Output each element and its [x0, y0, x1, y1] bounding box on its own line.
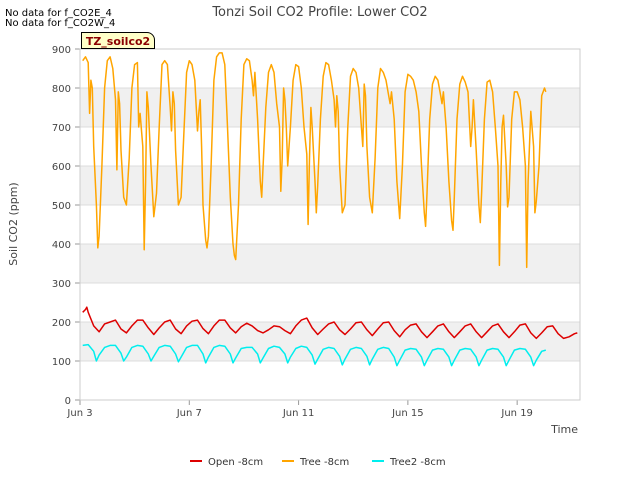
y-axis-label: Soil CO2 (ppm)	[7, 182, 20, 265]
x-tick-label: Jun 11	[282, 408, 315, 419]
x-tick-label: Jun 15	[391, 408, 424, 419]
y-tick-label: 600	[52, 162, 71, 173]
chart-title: Tonzi Soil CO2 Profile: Lower CO2	[211, 5, 427, 20]
no-data-note: No data for f_CO2W_4	[5, 18, 116, 29]
x-tick-label: Jun 7	[176, 408, 202, 419]
background-band	[80, 322, 580, 361]
y-tick-label: 0	[65, 396, 71, 407]
y-tick-label: 100	[52, 357, 71, 368]
plot-frame	[79, 48, 581, 401]
y-tick-label: 500	[52, 201, 71, 212]
series-line-tree	[82, 52, 547, 269]
background-band	[80, 88, 580, 127]
y-tick-label: 800	[52, 84, 71, 95]
legend: Open -8cm Tree -8cm Tree2 -8cm	[190, 457, 446, 468]
site-badge: TZ_soilco2	[81, 32, 155, 49]
y-tick-label: 700	[52, 123, 71, 134]
legend-label: Tree -8cm	[299, 457, 349, 468]
no-data-note: No data for f_CO2E_4	[5, 8, 112, 19]
y-tick-label: 300	[52, 279, 71, 290]
series-line-open	[82, 306, 578, 340]
background-band	[80, 166, 580, 205]
y-tick-label: 900	[52, 45, 71, 56]
legend-label: Tree2 -8cm	[389, 457, 446, 468]
legend-label: Open -8cm	[208, 457, 263, 468]
x-tick-label: Jun 19	[500, 408, 533, 419]
x-tick-label: Jun 3	[66, 408, 92, 419]
y-tick-label: 400	[52, 240, 71, 251]
x-axis-label: Time	[550, 423, 578, 436]
background-band	[80, 244, 580, 283]
series-line-tree2	[82, 343, 547, 367]
y-tick-label: 200	[52, 318, 71, 329]
